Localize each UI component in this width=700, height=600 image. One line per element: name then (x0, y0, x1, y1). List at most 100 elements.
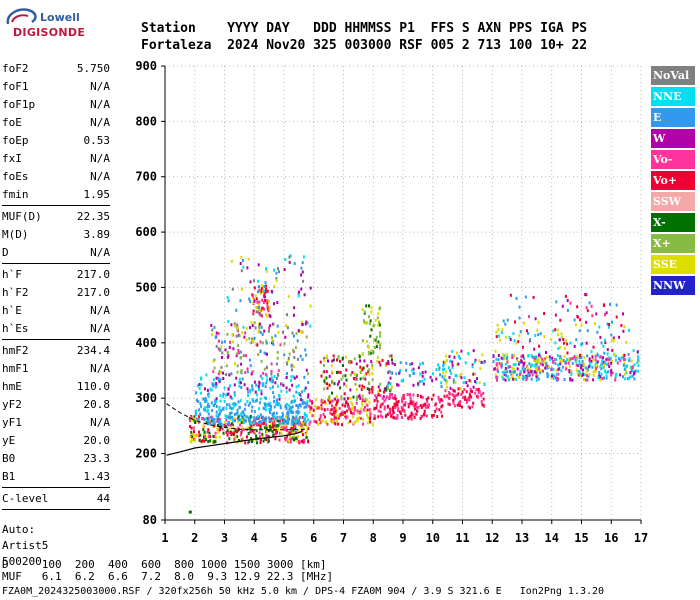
echo-point (370, 306, 373, 310)
echo-point (309, 405, 312, 409)
echo-point (299, 398, 302, 402)
param-name: h`Es (2, 322, 29, 335)
echo-point (471, 363, 474, 367)
echo-point (615, 373, 617, 377)
echo-point (576, 354, 579, 358)
echo-point (249, 401, 252, 405)
echo-point (245, 354, 247, 358)
echo-point (276, 356, 279, 360)
echo-point (554, 361, 557, 365)
echo-point (222, 392, 225, 396)
echo-point (393, 404, 396, 408)
echo-point (441, 404, 444, 408)
echo-point (451, 366, 454, 369)
echo-point (273, 411, 275, 415)
echo-point (302, 426, 305, 430)
echo-point (291, 405, 294, 409)
echo-point (258, 300, 261, 304)
echo-point (373, 407, 376, 410)
echo-point (266, 305, 269, 308)
echo-point (606, 352, 609, 356)
echo-point (226, 355, 229, 359)
echo-point (237, 439, 240, 443)
echo-point (234, 362, 236, 366)
echo-point (236, 328, 239, 332)
echo-point (231, 287, 234, 291)
echo-point (371, 366, 374, 370)
echo-point (239, 262, 242, 265)
echo-point (574, 323, 577, 327)
echo-point (270, 419, 273, 423)
echo-point (493, 367, 496, 371)
echo-point (229, 412, 231, 415)
echo-point (482, 361, 485, 365)
echo-point (603, 376, 605, 380)
param-name: hmE (2, 380, 22, 393)
echo-point (226, 392, 229, 396)
echo-point (325, 370, 328, 374)
echo-point (271, 341, 273, 345)
echo-point (299, 416, 302, 419)
echo-point (253, 416, 256, 420)
echo-point (323, 400, 326, 404)
echo-point (423, 377, 426, 381)
echo-point (297, 292, 300, 296)
echo-point (212, 378, 215, 382)
echo-point (355, 373, 358, 377)
echo-point (471, 390, 474, 394)
echo-point (342, 364, 344, 367)
echo-point (300, 266, 303, 270)
echo-point (374, 338, 377, 342)
echo-point (244, 371, 247, 374)
echo-point (299, 403, 301, 407)
echo-point (631, 369, 634, 373)
echo-point (215, 410, 218, 414)
echo-point (285, 376, 288, 380)
echo-point (258, 407, 260, 411)
echo-point (260, 392, 263, 396)
echo-point (575, 360, 578, 364)
echo-point (361, 368, 364, 372)
echo-point (619, 358, 622, 362)
echo-point (233, 402, 236, 406)
echo-point (622, 363, 625, 367)
echo-point (637, 355, 640, 359)
echo-point (535, 363, 538, 367)
echo-point (580, 366, 582, 370)
echo-point (224, 421, 227, 425)
echo-point (242, 428, 245, 432)
echo-point (533, 364, 536, 367)
echo-point (496, 368, 499, 372)
echo-point (229, 395, 232, 399)
echo-point (215, 435, 218, 439)
echo-point (609, 357, 612, 361)
echo-point (276, 301, 279, 304)
echo-point (467, 405, 470, 409)
echo-point (478, 381, 481, 385)
echo-point (275, 402, 278, 406)
echo-point (379, 363, 382, 367)
echo-point (456, 351, 458, 355)
echo-point (270, 289, 273, 293)
echo-point (615, 303, 618, 307)
echo-point (195, 413, 197, 417)
echo-point (379, 331, 382, 335)
echo-point (514, 320, 516, 324)
echo-point (328, 395, 331, 399)
echo-point (504, 367, 507, 370)
param-value: 22.35 (76, 210, 110, 223)
echo-point (212, 434, 215, 438)
echo-point (391, 396, 394, 400)
echo-point (272, 433, 275, 437)
echo-point (377, 340, 380, 344)
echo-point (369, 319, 372, 323)
echo-point (245, 427, 248, 431)
echo-point (390, 388, 393, 392)
echo-point (191, 433, 194, 437)
echo-point (352, 415, 355, 419)
echo-point (330, 408, 333, 412)
echo-point (237, 420, 240, 424)
echo-point (296, 440, 299, 443)
echo-point (495, 376, 498, 379)
echo-point (404, 413, 407, 417)
